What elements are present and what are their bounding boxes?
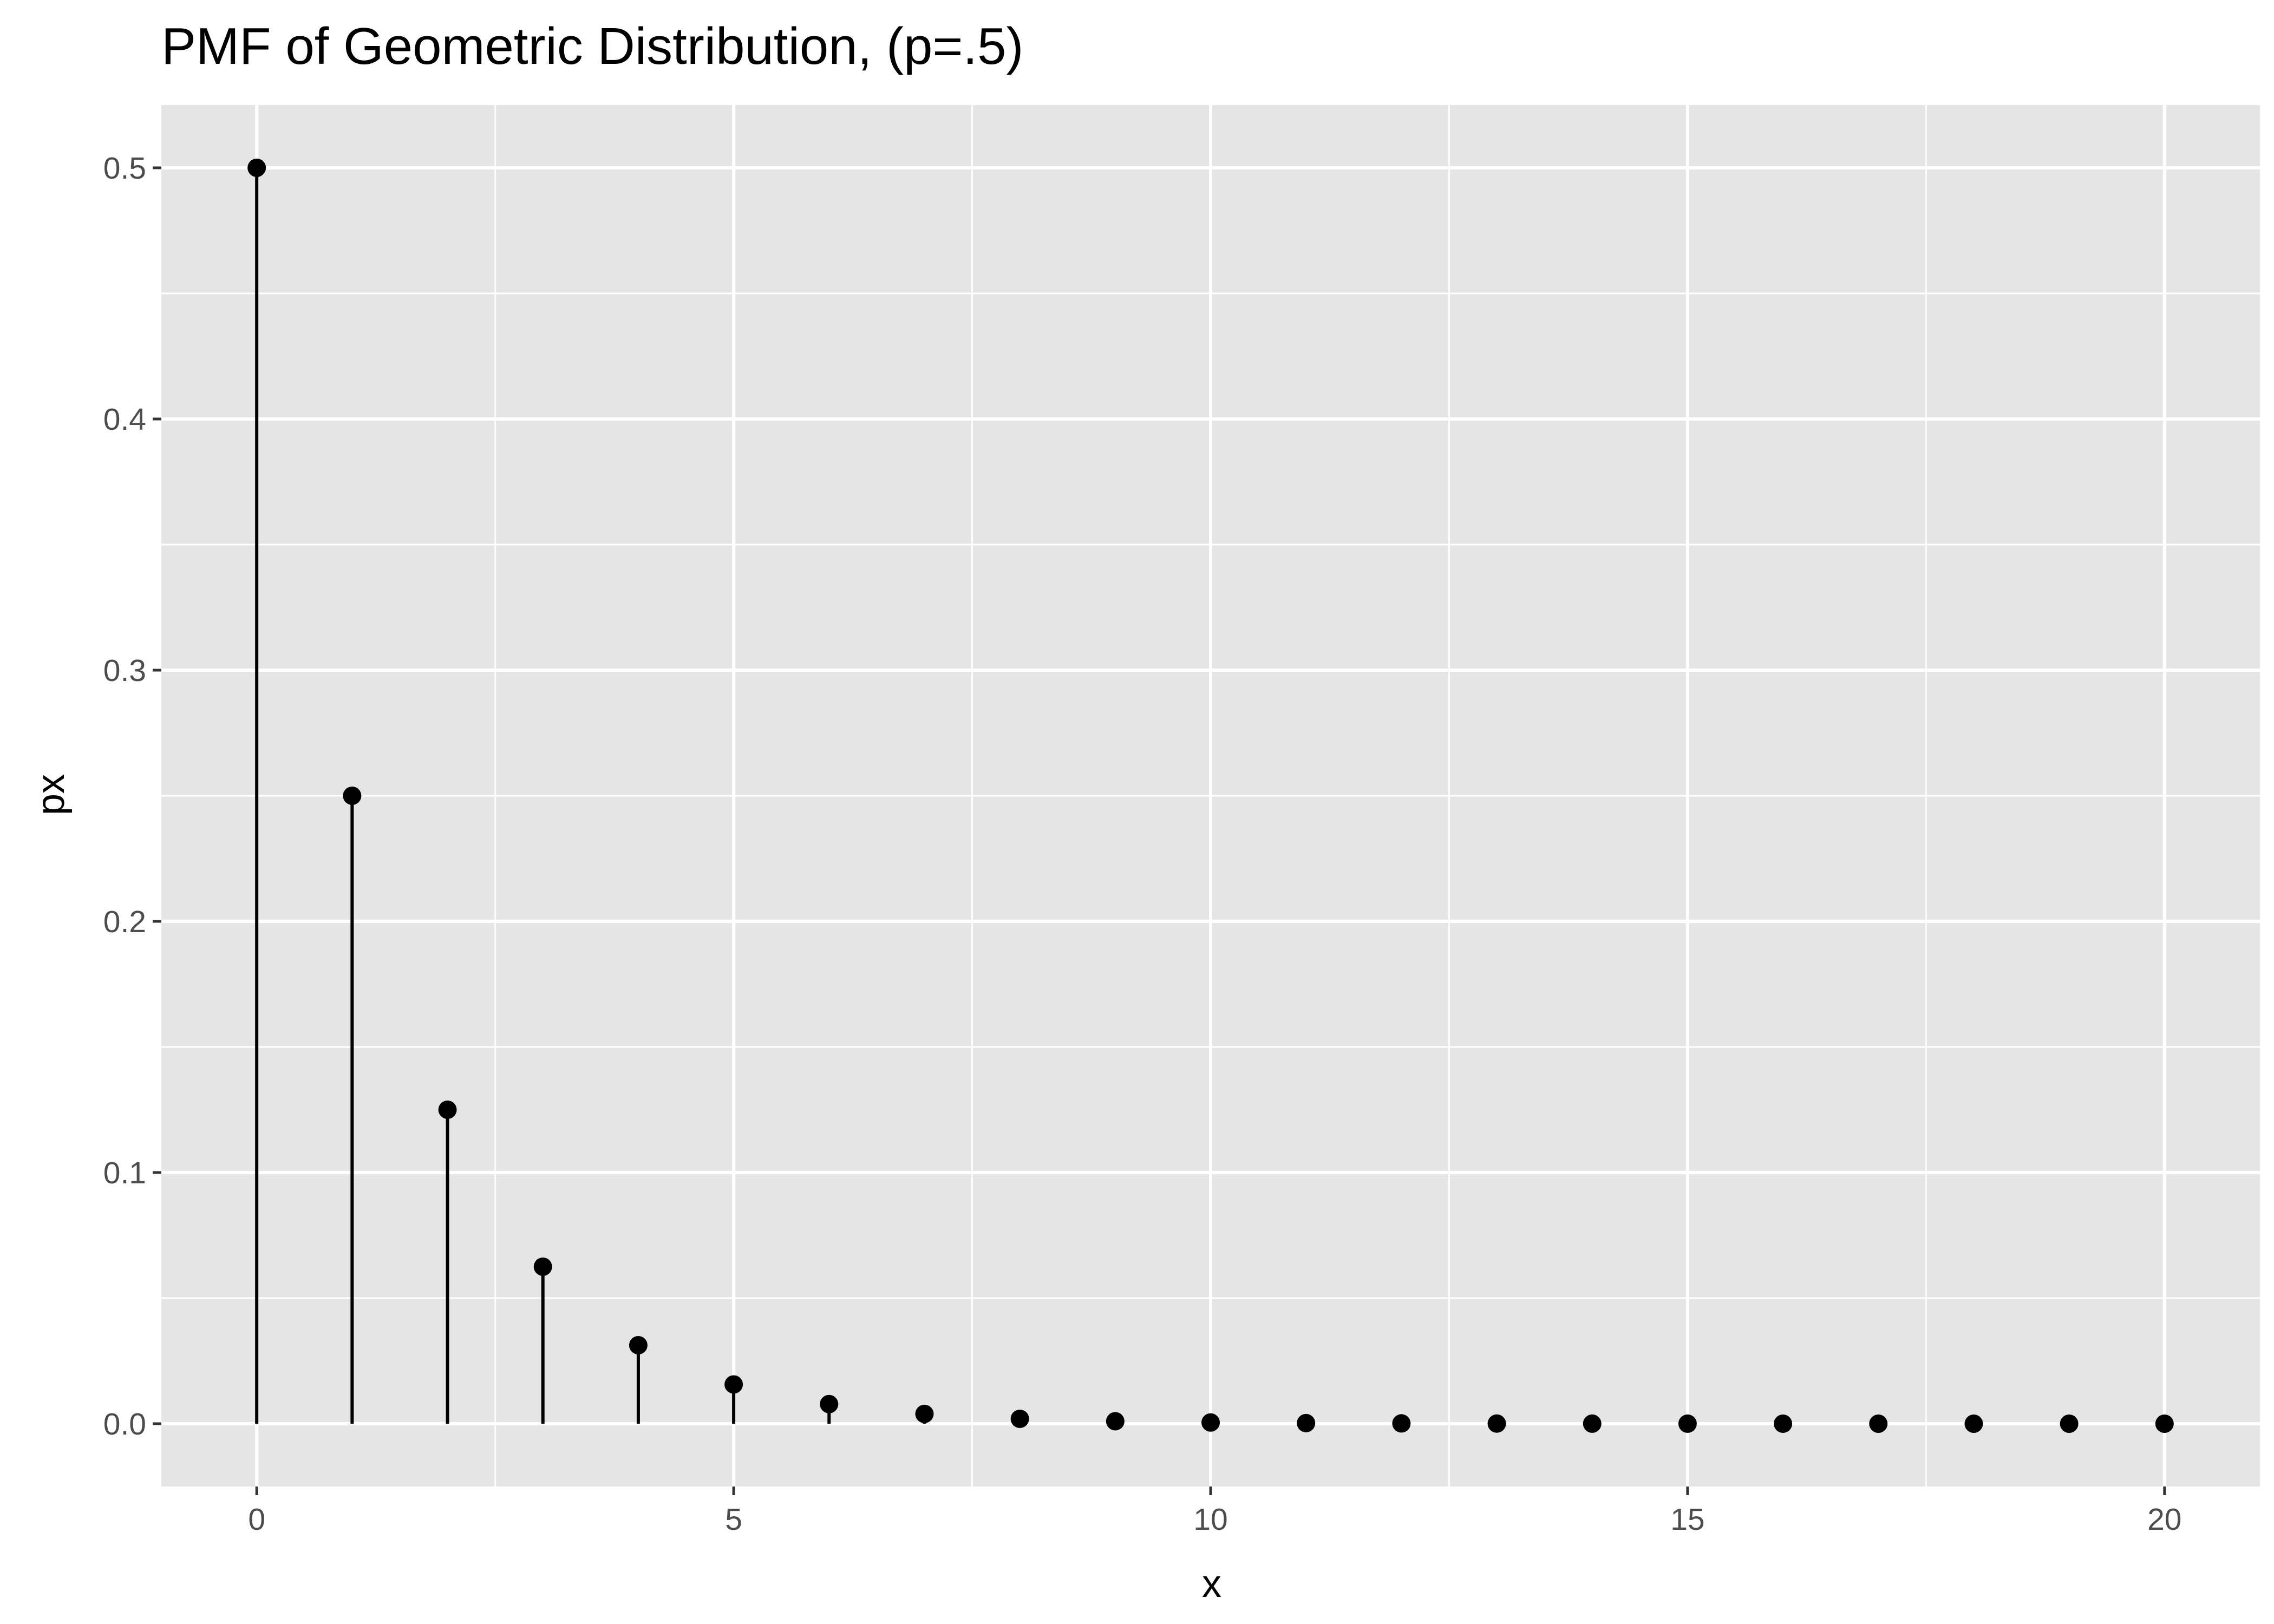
data-point [820,1394,839,1413]
y-tick-label: 0.2 [103,905,146,939]
x-axis-title: x [1202,1562,1221,1606]
major-gridlines [161,105,2260,1487]
data-point [1487,1414,1506,1433]
data-point [1678,1414,1697,1433]
data-point [533,1258,552,1276]
data-point [1201,1413,1220,1432]
data-point [1583,1414,1602,1433]
data-point [2060,1414,2079,1433]
y-axis-title: px [29,774,73,815]
chart-title: PMF of Geometric Distribution, (p=.5) [161,17,1023,75]
data-point [1774,1414,1793,1433]
data-point [438,1101,457,1119]
x-tick-label: 20 [2147,1502,2181,1537]
data-point [343,787,362,805]
y-tick-label: 0.5 [103,151,146,186]
data-point [1392,1414,1411,1433]
x-tick-label: 10 [1193,1502,1227,1537]
y-axis: 0.0 0.1 0.2 0.3 0.4 0.5 [103,151,161,1442]
x-tick-label: 15 [1670,1502,1704,1537]
data-point [1869,1414,1888,1433]
y-tick-label: 0.4 [103,402,146,437]
data-point [2155,1414,2174,1433]
y-tick-label: 0.1 [103,1156,146,1190]
data-point [1297,1413,1316,1432]
x-axis: 0 5 10 15 20 [248,1487,2182,1537]
data-point [247,159,266,177]
data-point [1010,1409,1029,1428]
data-marks [247,159,2174,1433]
data-point [1964,1414,1983,1433]
data-point [915,1404,934,1423]
x-tick-label: 0 [248,1502,265,1537]
data-point [1106,1412,1125,1431]
x-tick-label: 5 [725,1502,742,1537]
data-point [724,1375,743,1394]
y-tick-label: 0.0 [103,1407,146,1442]
y-tick-label: 0.3 [103,653,146,688]
data-point [629,1336,648,1354]
